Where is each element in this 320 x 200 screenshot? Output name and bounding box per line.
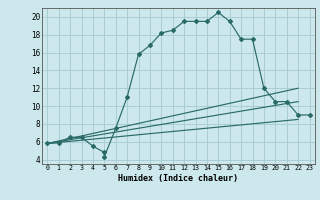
X-axis label: Humidex (Indice chaleur): Humidex (Indice chaleur): [118, 174, 238, 183]
